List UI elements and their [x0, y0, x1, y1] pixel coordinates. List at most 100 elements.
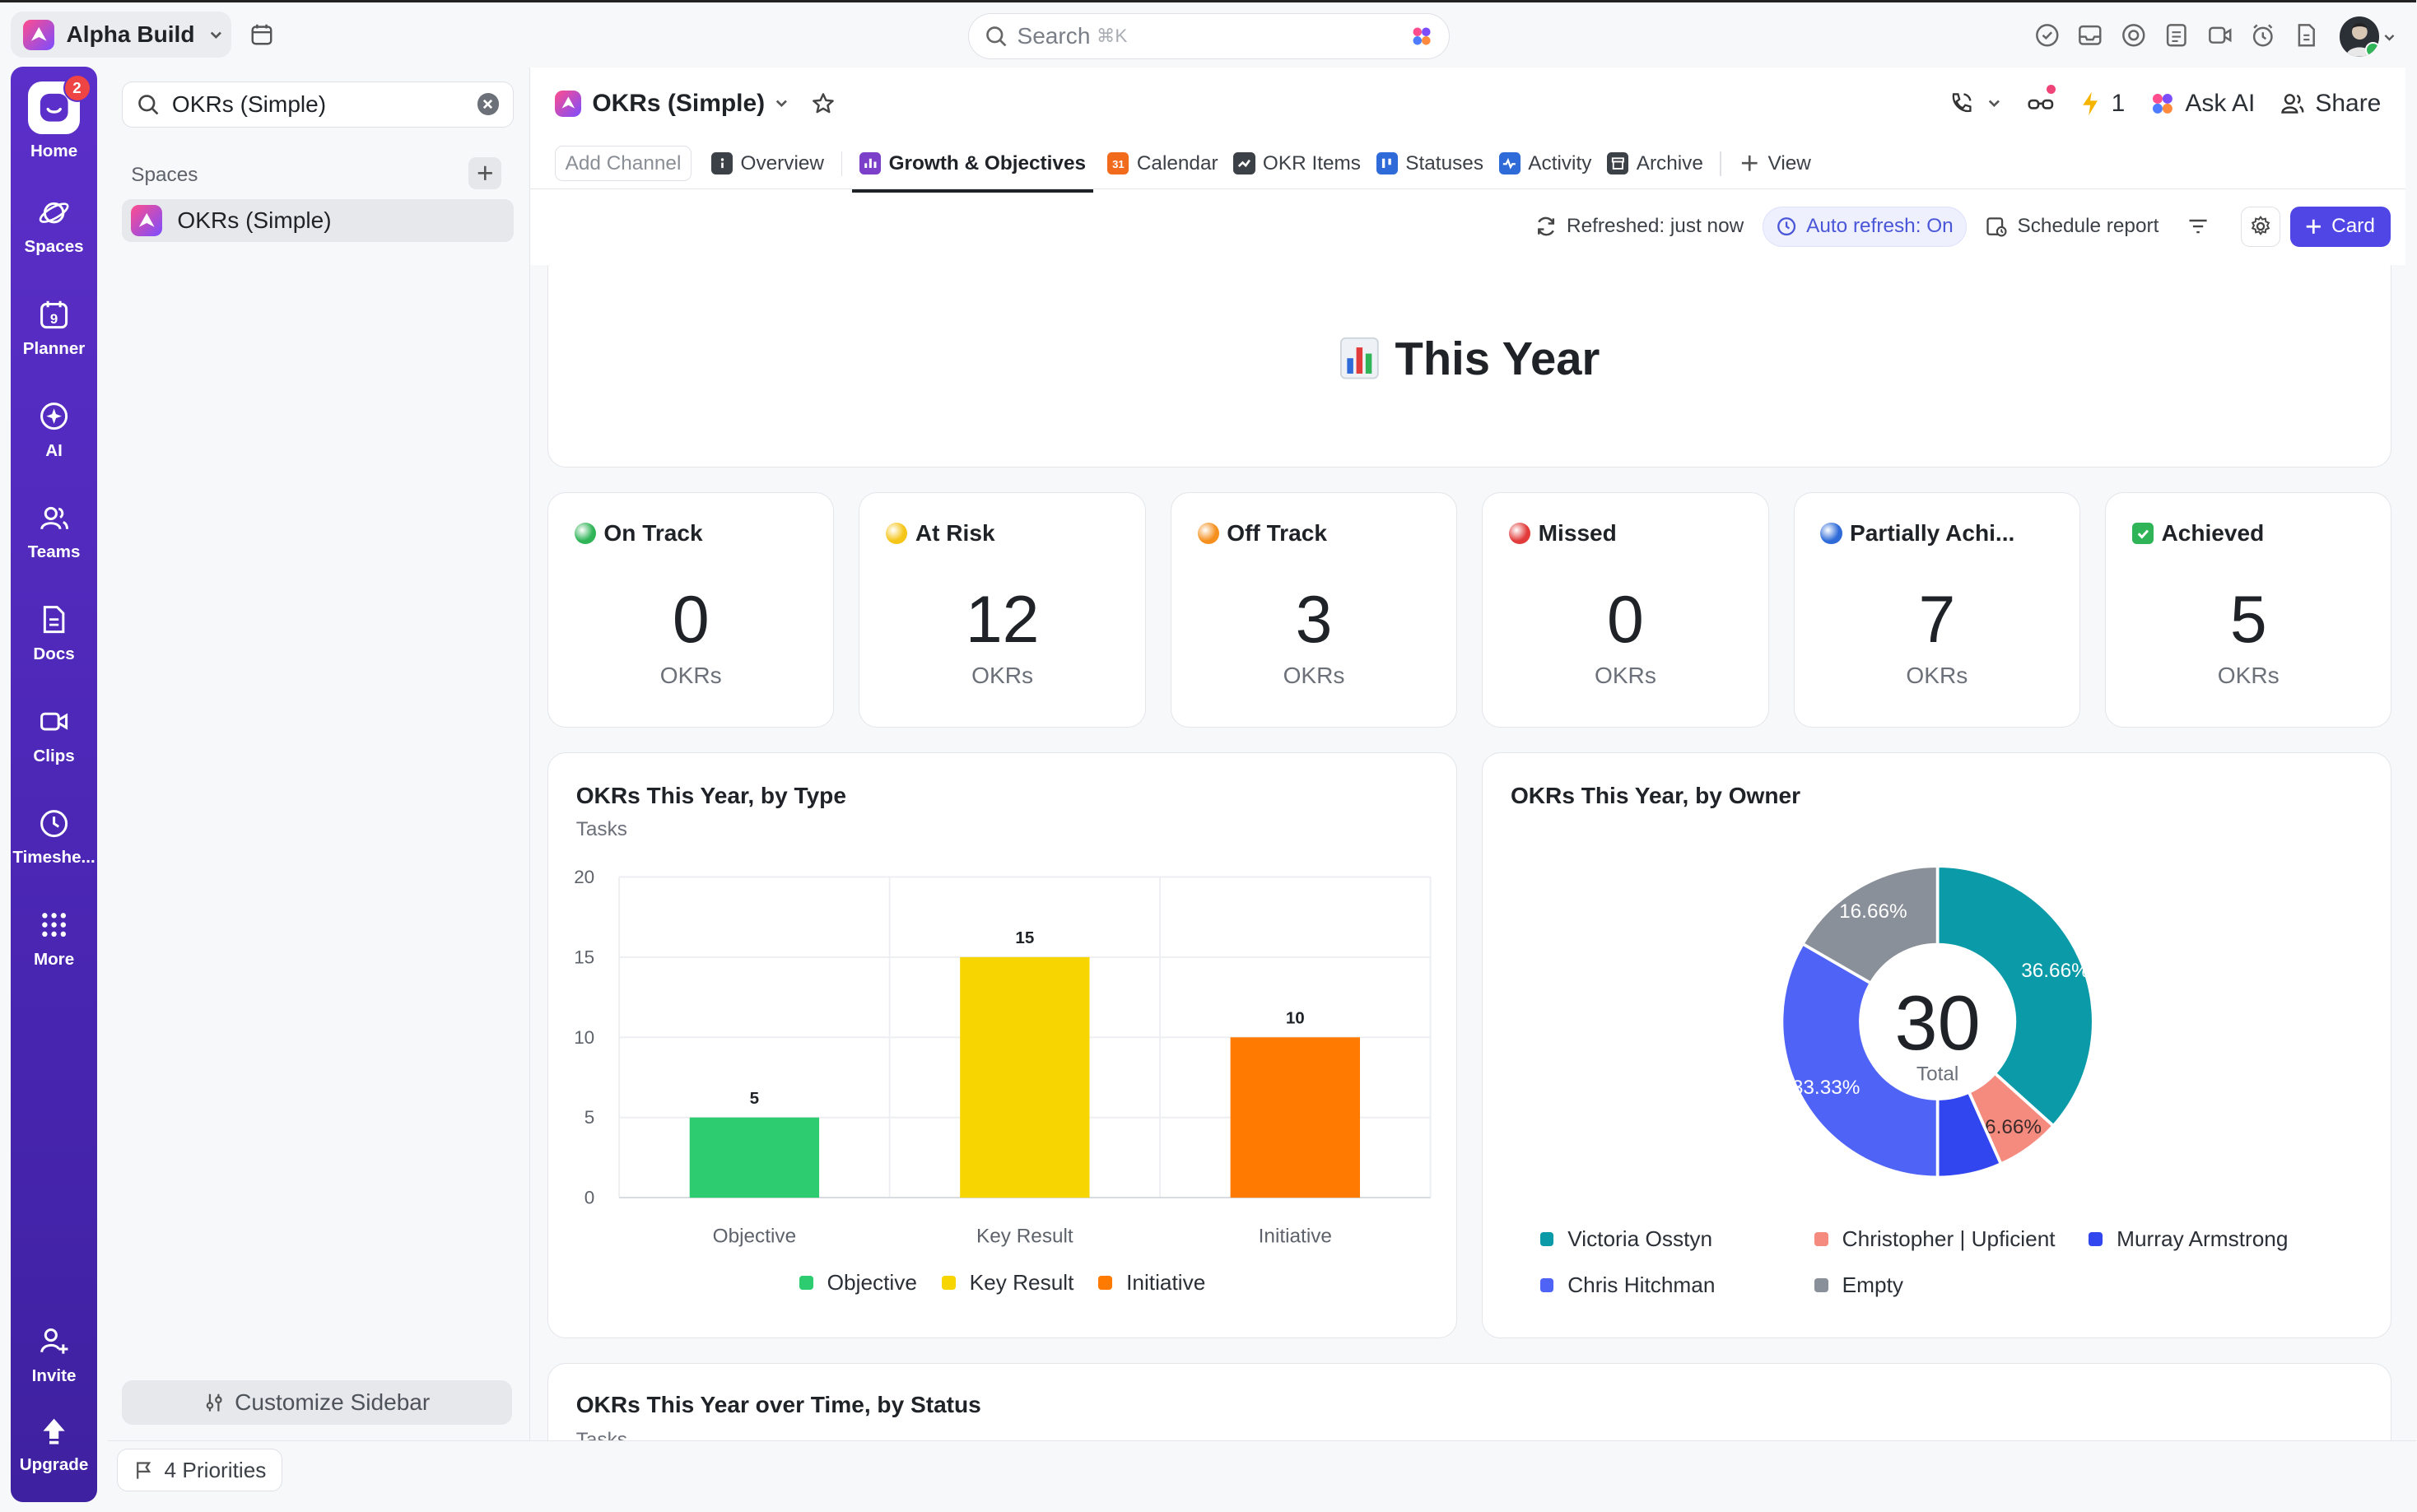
- notepad-icon[interactable]: [2162, 21, 2191, 50]
- video-icon[interactable]: [2205, 21, 2235, 50]
- chevron-down-icon[interactable]: [774, 95, 789, 111]
- donut-center-value: 30: [1895, 979, 1981, 1066]
- add-channel-button[interactable]: Add Channel: [555, 146, 692, 182]
- add-card-button[interactable]: Card: [2289, 207, 2391, 247]
- refresh-button[interactable]: Refreshed: just now: [1534, 215, 1744, 238]
- legend-item[interactable]: Victoria Osstyn: [1539, 1226, 1814, 1252]
- rail-item-home[interactable]: 2 Home: [11, 73, 97, 161]
- tab-statuses[interactable]: Statuses: [1368, 139, 1491, 188]
- add-view-label: View: [1767, 151, 1811, 174]
- clear-search-icon[interactable]: [477, 93, 499, 115]
- legend-item[interactable]: Murray Armstrong: [2089, 1226, 2336, 1252]
- rail-item-clips[interactable]: Clips: [11, 705, 97, 766]
- rail-item-upgrade[interactable]: Upgrade: [11, 1414, 97, 1476]
- customize-sidebar-button[interactable]: Customize Sidebar: [121, 1379, 512, 1425]
- automations-button[interactable]: 1: [2079, 90, 2125, 118]
- page-title-group: OKRs (Simple): [555, 90, 836, 118]
- rail-item-planner[interactable]: 9 Planner: [11, 298, 97, 360]
- filter-button[interactable]: [2186, 215, 2219, 238]
- chart-card-by-type[interactable]: OKRs This Year, by Type Tasks 0 5 10 15 20 5 O…: [547, 752, 1458, 1338]
- favorite-star-icon[interactable]: [811, 91, 836, 116]
- tab-archive[interactable]: Archive: [1600, 139, 1711, 188]
- dashboard-title: This Year: [1395, 333, 1600, 385]
- priorities-label: 4 Priorities: [164, 1457, 267, 1482]
- global-search[interactable]: Search ⌘K: [968, 13, 1450, 60]
- rail-item-teams[interactable]: Teams: [11, 501, 97, 563]
- priorities-button[interactable]: 4 Priorities: [117, 1449, 283, 1492]
- schedule-report-button[interactable]: Schedule report: [1985, 215, 2159, 238]
- bar-value-label: 15: [1015, 928, 1034, 947]
- status-card[interactable]: Achieved 5 OKRs: [2105, 491, 2392, 728]
- dashboard-toolbar: Refreshed: just now Auto refresh: On Sch…: [1516, 207, 2391, 247]
- tab-activity[interactable]: Activity: [1491, 139, 1599, 188]
- y-tick-label: 0: [584, 1187, 595, 1207]
- check-circle-icon[interactable]: [2033, 21, 2062, 50]
- workspace-name: Alpha Build: [66, 21, 195, 48]
- legend-swatch: [2089, 1232, 2103, 1247]
- check-icon: [2131, 523, 2154, 545]
- legend-item[interactable]: Objective: [799, 1270, 917, 1296]
- share-button[interactable]: Share: [2280, 90, 2381, 118]
- legend-swatch: [1098, 1275, 1113, 1290]
- ai-brain-icon[interactable]: [1410, 25, 1433, 48]
- auto-refresh-toggle[interactable]: Auto refresh: On: [1762, 207, 1967, 247]
- rail-label: Docs: [33, 644, 75, 664]
- status-card[interactable]: Off Track 3 OKRs: [1170, 491, 1458, 728]
- rail-item-spaces[interactable]: Spaces: [11, 196, 97, 258]
- status-card[interactable]: On Track 0 OKRs: [547, 491, 835, 728]
- legend-item[interactable]: Chris Hitchman: [1539, 1272, 1814, 1298]
- tab-okr-items[interactable]: OKR Items: [1226, 139, 1368, 188]
- chart-card-over-time[interactable]: OKRs This Year over Time, by Status Task…: [547, 1362, 2392, 1440]
- legend-item[interactable]: Empty: [1814, 1272, 2089, 1298]
- document-icon[interactable]: [2292, 21, 2322, 50]
- status-card-unit: OKRs: [659, 662, 722, 688]
- customize-sidebar-label: Customize Sidebar: [235, 1389, 431, 1415]
- status-card[interactable]: Missed 0 OKRs: [1482, 491, 1769, 728]
- home-icon: 2: [27, 73, 91, 134]
- status-card[interactable]: At Risk 12 OKRs: [859, 491, 1146, 728]
- rail-item-more[interactable]: More: [11, 908, 97, 970]
- record-icon[interactable]: [2119, 21, 2149, 50]
- sidebar-search-input[interactable]: OKRs (Simple): [121, 81, 514, 128]
- ask-ai-button[interactable]: Ask AI: [2149, 90, 2255, 118]
- dashboard-title-card[interactable]: This Year: [547, 265, 2392, 468]
- tab-overview[interactable]: Overview: [704, 139, 832, 188]
- tab-growth-objectives[interactable]: Growth & Objectives: [851, 139, 1094, 193]
- user-avatar[interactable]: [2339, 16, 2380, 57]
- legend-item[interactable]: Key Result: [941, 1270, 1073, 1296]
- rail-item-ai[interactable]: AI: [11, 399, 97, 461]
- sidebar-item-okrs-simple[interactable]: OKRs (Simple): [121, 198, 514, 243]
- slice-percent-label: 33.33%: [1792, 1077, 1860, 1099]
- bar: [960, 956, 1090, 1198]
- workspace-switcher[interactable]: Alpha Build: [11, 12, 231, 58]
- status-dot-icon: [1197, 523, 1219, 545]
- legend-item[interactable]: Christopher | Upficient: [1814, 1226, 2089, 1252]
- calendar-icon[interactable]: [249, 22, 274, 47]
- alarm-icon[interactable]: [2248, 21, 2278, 50]
- rail-item-timesheets[interactable]: Timeshe...: [11, 807, 97, 868]
- inbox-icon[interactable]: [2075, 21, 2105, 50]
- donut-chart-legend: Victoria Osstyn Christopher | Upficient Mu…: [1539, 1226, 2342, 1298]
- ask-ai-label: Ask AI: [2185, 89, 2256, 117]
- watch-button[interactable]: [2027, 85, 2056, 118]
- bar-chart: 0 5 10 15 20 5 Objective 15 Key Result 10 Initiati…: [574, 867, 1432, 1247]
- settings-button[interactable]: [2240, 207, 2281, 247]
- slice-percent-label: 36.66%: [2021, 960, 2089, 982]
- chart-card-by-owner[interactable]: OKRs This Year, by Owner 36.66% 6.66% 33.3…: [1482, 752, 2392, 1338]
- status-card[interactable]: Partially Achi... 7 OKRs: [1793, 491, 2081, 728]
- donut-slice: [1935, 864, 2095, 1128]
- share-label: Share: [2315, 89, 2382, 117]
- list-icon: [1233, 152, 1255, 174]
- clips-icon: [40, 712, 68, 731]
- legend-item[interactable]: Initiative: [1098, 1270, 1205, 1296]
- tab-calendar[interactable]: 31 Calendar: [1100, 139, 1226, 188]
- rail-item-docs[interactable]: Docs: [11, 602, 97, 664]
- page-title[interactable]: OKRs (Simple): [592, 89, 766, 117]
- add-view-button[interactable]: View: [1740, 152, 1811, 175]
- chevron-down-icon[interactable]: [2382, 30, 2396, 44]
- schedule-report-label: Schedule report: [2017, 215, 2159, 238]
- add-space-button[interactable]: [468, 157, 501, 190]
- clock-icon: [40, 809, 68, 837]
- rail-item-invite[interactable]: Invite: [11, 1324, 97, 1386]
- call-button[interactable]: [1948, 91, 2002, 117]
